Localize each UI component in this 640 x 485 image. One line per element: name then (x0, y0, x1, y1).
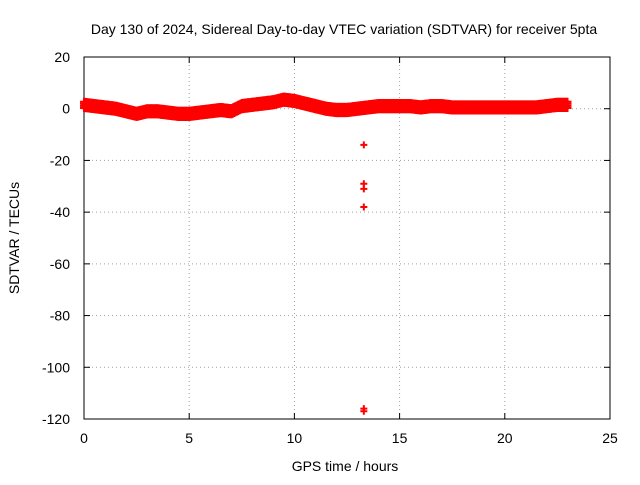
tick-labels: 0 5 10 15 20 25 20 0 -20 -40 -60 -80 -100 -120 (42, 49, 618, 446)
outlier-point (360, 141, 368, 149)
y-tick-label: 0 (62, 101, 70, 117)
x-tick-label: 5 (185, 430, 193, 446)
y-tick-label: -80 (50, 308, 70, 324)
x-tick-label: 15 (392, 430, 408, 446)
y-tick-label: -100 (42, 359, 70, 375)
data-point (563, 97, 572, 106)
x-axis-label: GPS time / hours (292, 458, 399, 474)
x-tick-label: 0 (80, 430, 88, 446)
plot-frame (83, 56, 611, 420)
x-tick-label: 25 (602, 430, 618, 446)
outlier-point (360, 185, 368, 193)
y-tick-label: -20 (50, 152, 70, 168)
y-tick-label: -40 (50, 204, 70, 220)
axis-ticks (83, 56, 611, 420)
sdtvar-series (80, 92, 572, 121)
y-axis-label: SDTVAR / TECUs (6, 182, 22, 294)
y-tick-label: -120 (42, 411, 70, 427)
x-tick-label: 10 (287, 430, 303, 446)
outlier-point (360, 407, 368, 415)
chart-title: Day 130 of 2024, Sidereal Day-to-day VTE… (91, 21, 598, 37)
y-tick-label: -60 (50, 256, 70, 272)
x-tick-label: 20 (497, 430, 513, 446)
data-points (80, 92, 572, 415)
outlier-point (360, 203, 368, 211)
y-tick-label: 20 (54, 49, 70, 65)
